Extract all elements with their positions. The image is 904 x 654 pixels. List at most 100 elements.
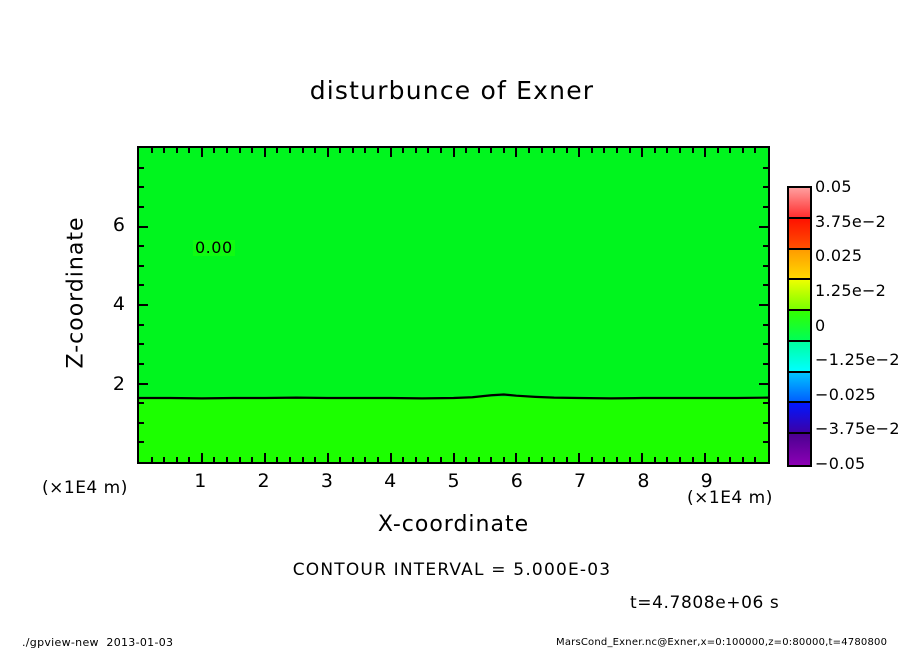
axis-tick [139, 304, 148, 306]
axis-tick-minor [465, 148, 468, 153]
axis-tick-minor [301, 457, 304, 462]
axis-tick-minor [238, 457, 241, 462]
axis-tick-minor [188, 457, 191, 462]
contour-line-zero [139, 148, 768, 462]
axis-tick-minor [226, 457, 229, 462]
x-tick-label: 1 [194, 470, 207, 492]
axis-tick-minor [226, 148, 229, 153]
axis-tick-minor [139, 343, 144, 346]
axis-tick-minor [565, 457, 568, 462]
x-tick-label: 5 [447, 470, 460, 492]
axis-tick [578, 148, 581, 157]
axis-tick [200, 148, 203, 157]
axis-tick-minor [465, 457, 468, 462]
axis-tick [139, 382, 148, 385]
axis-tick-minor [502, 457, 505, 462]
axis-tick-minor [364, 457, 367, 462]
axis-tick-minor [603, 148, 606, 153]
axis-tick-minor [653, 457, 656, 462]
axis-tick-minor [553, 148, 556, 153]
y-axis-title: Z-coordinate [63, 216, 89, 369]
axis-tick-minor [377, 148, 380, 153]
colorbar-band [789, 372, 810, 404]
axis-tick-minor [628, 148, 631, 153]
z-axis-unit-label: (×1E4 m) [42, 478, 128, 498]
axis-tick-minor [616, 457, 619, 462]
axis-tick-minor [175, 148, 178, 153]
axis-tick-minor [414, 148, 417, 153]
axis-tick [515, 148, 518, 157]
axis-tick-minor [763, 166, 768, 169]
axis-tick-minor [603, 457, 606, 462]
x-axis-unit-label: (×1E4 m) [687, 488, 773, 508]
axis-tick [515, 453, 518, 462]
axis-tick-minor [139, 441, 144, 444]
axis-tick-minor [540, 457, 543, 462]
axis-tick-minor [763, 323, 768, 326]
axis-tick-minor [339, 148, 342, 153]
axis-tick [759, 225, 768, 228]
plot-title: disturbunce of Exner [309, 76, 595, 105]
axis-tick-minor [490, 457, 493, 462]
axis-tick [704, 453, 707, 462]
axis-tick-minor [150, 457, 153, 462]
axis-tick-minor [741, 148, 744, 153]
axis-tick-minor [163, 457, 166, 462]
axis-tick [200, 453, 203, 462]
colorbar-tick-label: 0.025 [815, 246, 863, 266]
axis-tick-minor [288, 457, 291, 462]
colorbar-band [789, 311, 810, 342]
axis-tick-minor [251, 148, 254, 153]
axis-tick-minor [339, 457, 342, 462]
axis-tick-minor [763, 343, 768, 346]
axis-tick-minor [553, 457, 556, 462]
axis-tick-minor [150, 148, 153, 153]
axis-tick-minor [139, 402, 144, 405]
axis-tick-minor [490, 148, 493, 153]
axis-tick-minor [477, 148, 480, 153]
contour-interval-text: CONTOUR INTERVAL = 5.000E-03 [292, 560, 612, 580]
x-tick-label: 9 [700, 470, 713, 492]
axis-tick-minor [754, 457, 757, 462]
x-tick-label: 7 [574, 470, 587, 492]
axis-tick [578, 453, 581, 462]
axis-tick [452, 453, 455, 462]
axis-tick-minor [628, 457, 631, 462]
axis-tick-minor [439, 457, 442, 462]
axis-tick [326, 453, 329, 462]
axis-tick-minor [477, 457, 480, 462]
axis-tick-minor [691, 457, 694, 462]
axis-tick-minor [763, 264, 768, 267]
axis-tick-minor [364, 148, 367, 153]
colorbar-band [789, 218, 810, 250]
axis-tick-minor [139, 264, 144, 267]
y-tick-label: 4 [112, 293, 125, 315]
colorbar-band [789, 403, 810, 435]
colorbar-band [789, 280, 810, 312]
axis-tick-minor [678, 148, 681, 153]
axis-tick-minor [540, 148, 543, 153]
axis-tick-minor [527, 457, 530, 462]
axis-tick-minor [251, 457, 254, 462]
axis-tick-minor [238, 148, 241, 153]
axis-tick-minor [763, 205, 768, 208]
axis-tick [263, 453, 266, 462]
colorbar-tick-label: −1.25e−2 [815, 350, 900, 370]
x-tick-label: 8 [637, 470, 650, 492]
axis-tick-minor [565, 148, 568, 153]
colorbar-tick-label: −3.75e−2 [815, 419, 900, 439]
axis-tick-minor [276, 148, 279, 153]
axis-tick [641, 453, 644, 462]
axis-tick-minor [754, 148, 757, 153]
axis-tick-minor [351, 457, 354, 462]
axis-tick-minor [288, 148, 291, 153]
colorbar-tick-label: 1.25e−2 [815, 280, 887, 300]
axis-tick-minor [213, 457, 216, 462]
plot-area [137, 146, 770, 464]
axis-tick [326, 148, 329, 157]
axis-tick [389, 148, 392, 157]
axis-tick-minor [377, 457, 380, 462]
axis-tick-minor [427, 148, 430, 153]
axis-tick-minor [729, 457, 732, 462]
